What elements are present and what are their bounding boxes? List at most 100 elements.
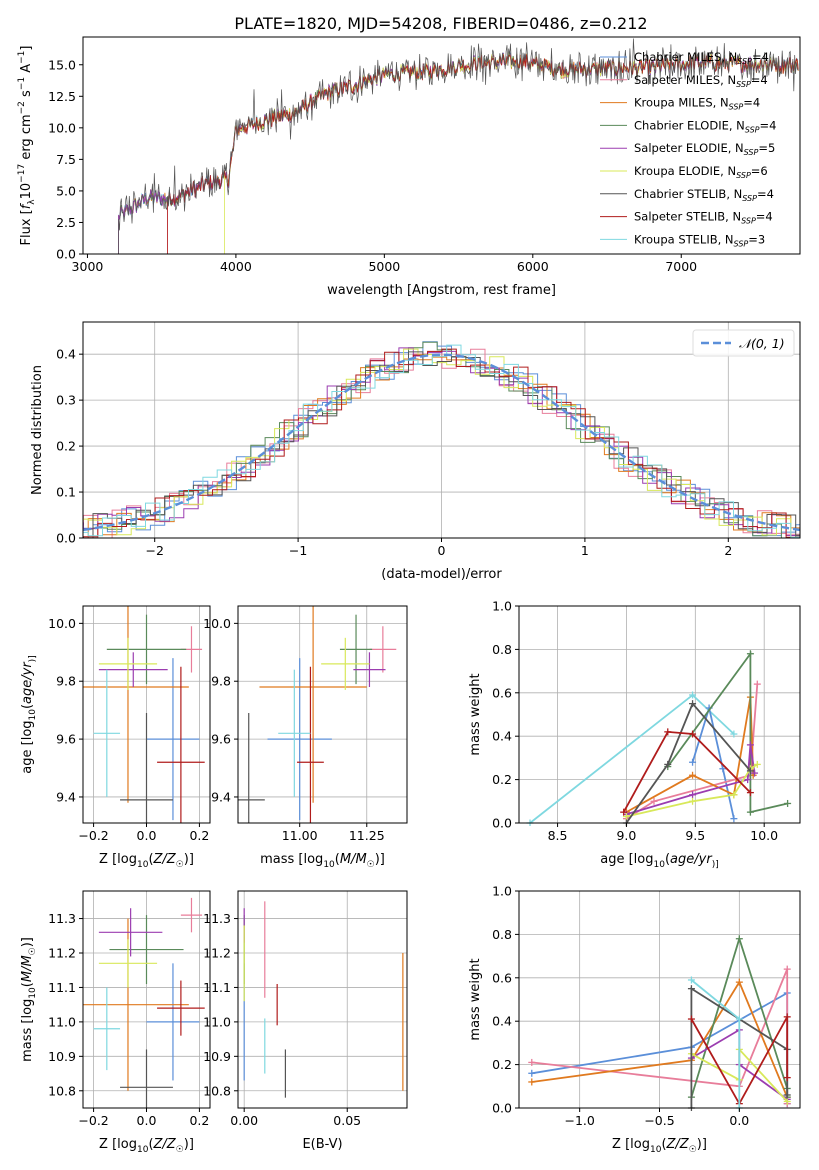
- y-axis-label: mass weight: [468, 673, 483, 755]
- series-marker: [783, 1091, 791, 1099]
- histograms: [83, 341, 800, 538]
- series-chabrier_miles: [689, 704, 738, 823]
- error-bars: [83, 897, 205, 1108]
- x-tick-label: −2: [145, 543, 163, 558]
- x-tick-label: −0.2: [78, 828, 108, 843]
- y-tick-label: 0.8: [492, 642, 512, 657]
- grid: [238, 891, 407, 1108]
- errorbar-kroupa_stelib: [278, 669, 311, 797]
- series-marker: [528, 1069, 536, 1077]
- x-tick-label: 0.0: [729, 1113, 749, 1128]
- series-marker: [620, 808, 628, 816]
- series-marker: [784, 799, 792, 807]
- x-tick-label: 10.0: [750, 828, 778, 843]
- weight-vs-metallicity-panel: −1.0 −0.5 0.0 0.0 0.2 0.4 0.6 0.8 1.0 Z [log10(Z/…: [468, 884, 801, 1155]
- series-marker: [746, 767, 754, 775]
- x-tick-label: 9.5: [685, 828, 705, 843]
- series-marker: [753, 760, 761, 768]
- errorbar-salpeter_elodie: [353, 652, 386, 688]
- series-marker: [783, 1074, 791, 1082]
- series-marker: [689, 691, 697, 699]
- legend-entry: Chabrier MILES, NSSP=4: [634, 50, 769, 66]
- errorbar-chabrier_stelib: [120, 1049, 173, 1108]
- figure-title: PLATE=1820, MJD=54208, FIBERID=0486, z=0…: [234, 14, 647, 33]
- series-marker: [528, 1058, 536, 1066]
- x-axis-label: Z [log10(Z/Z☉)]: [99, 852, 194, 870]
- series-marker: [746, 650, 754, 658]
- y-tick-label: 11.3: [48, 911, 76, 926]
- y-tick-label: 9.6: [56, 732, 76, 747]
- series-line: [667, 650, 788, 814]
- y-axis-label: mass weight: [468, 958, 483, 1040]
- y-tick-label: 0.3: [56, 393, 76, 408]
- y-tick-label: 1.0: [492, 599, 512, 614]
- y-tick-label: 0.0: [492, 1101, 512, 1116]
- errorbar-kroupa_stelib: [93, 669, 121, 797]
- y-tick-label: 0.2: [492, 772, 512, 787]
- histogram-salpeter_elodie: [83, 347, 800, 538]
- weight-vs-age-panel: 8.5 9.0 9.5 10.0 0.0 0.2 0.4 0.6 0.8 1.0 age [log1…: [468, 599, 801, 870]
- y-axis-label: Flux [fλ10−17 erg cm−2 s−1 A−1]: [17, 46, 37, 246]
- errorbar-kroupa_elodie: [98, 637, 158, 690]
- x-tick-label: 0: [438, 543, 446, 558]
- x-axis-label: E(B-V): [302, 1137, 342, 1152]
- histogram-salpeter_stelib: [83, 348, 800, 538]
- errorbar-chabrier_miles: [146, 963, 200, 1081]
- x-tick-label: 6000: [517, 259, 549, 274]
- legend: 𝒩(0, 1): [692, 329, 795, 357]
- legend: Chabrier MILES, NSSP=4 Salpeter MILES, NS…: [600, 50, 776, 248]
- y-tick-label: 11.1: [203, 980, 231, 995]
- series-marker: [746, 741, 754, 749]
- series-marker: [687, 1015, 695, 1023]
- y-tick-label: 10.8: [203, 1083, 231, 1098]
- residual-histogram-panel: −2 −1 0 1 2 0.0 0.1 0.2 0.3 0.4 𝒩(0, 1) (data-model…: [30, 321, 801, 582]
- axes-frame: [237, 605, 408, 824]
- series-marker: [664, 760, 672, 768]
- y-tick-label: 10.8: [48, 1083, 76, 1098]
- axes-frame: [82, 36, 801, 255]
- y-tick-label: 11.2: [48, 946, 76, 961]
- errorbar-kroupa_stelib: [93, 987, 121, 1071]
- x-tick-label: 3000: [72, 259, 104, 274]
- series-marker: [689, 771, 697, 779]
- x-tick-label: −1: [289, 543, 307, 558]
- y-tick-label: 10.9: [203, 1049, 231, 1064]
- x-tick-label: 0.00: [230, 1113, 258, 1128]
- x-axis-label: wavelength [Angstrom, rest frame]: [327, 283, 556, 298]
- errorbar-salpeter_miles: [180, 897, 203, 933]
- legend-entry: Salpeter MILES, NSSP=4: [634, 73, 768, 89]
- grid: [238, 606, 407, 823]
- series-line: [691, 704, 735, 819]
- legend-entry: Salpeter STELIB, NSSP=4: [634, 210, 773, 226]
- weight-lines: [528, 935, 791, 1111]
- histogram-kroupa_miles: [83, 356, 800, 538]
- errorbar-kroupa_miles: [259, 606, 367, 803]
- series-marker: [730, 730, 738, 738]
- legend-entry: Kroupa ELODIE, NSSP=6: [634, 164, 768, 180]
- x-axis-label: Z [log10(Z/Z☉)]: [612, 1137, 707, 1155]
- series-marker: [689, 730, 697, 738]
- y-tick-label: 9.4: [56, 789, 76, 804]
- series-marker: [744, 776, 752, 784]
- y-tick-label: 0.6: [492, 685, 512, 700]
- errorbar-kroupa_elodie: [321, 637, 370, 690]
- mass-vs-ebv-panel: 0.00 0.05 10.8 10.9 11.0 11.1 11.2 11.3 E(B-V): [203, 890, 408, 1152]
- mass-vs-metallicity-panel: −0.2 0.0 0.2 10.8 10.9 11.0 11.1 11.2 11.3 Z [log…: [20, 890, 211, 1155]
- x-tick-label: 0.0: [137, 1113, 157, 1128]
- error-bars: [243, 901, 404, 1098]
- x-axis-label: mass [log10(M/M☉)]: [260, 852, 385, 870]
- errorbar-chabrier_elodie: [109, 915, 184, 984]
- y-tick-label: 9.4: [211, 789, 231, 804]
- series-line: [531, 980, 789, 1098]
- x-axis-label: age [log10(age/yr)]: [600, 852, 718, 870]
- x-tick-label: −0.2: [78, 1113, 108, 1128]
- y-tick-label: 0.0: [56, 531, 76, 546]
- series-marker: [730, 815, 738, 823]
- x-tick-label: 0.2: [189, 828, 209, 843]
- y-tick-label: 0.6: [492, 970, 512, 985]
- series-marker: [622, 812, 630, 820]
- x-tick-label: 4000: [220, 259, 252, 274]
- legend-entry: Chabrier STELIB, NSSP=4: [634, 187, 774, 203]
- errorbar-salpeter_miles: [369, 626, 397, 673]
- legend-entry: Kroupa MILES, NSSP=4: [634, 96, 760, 112]
